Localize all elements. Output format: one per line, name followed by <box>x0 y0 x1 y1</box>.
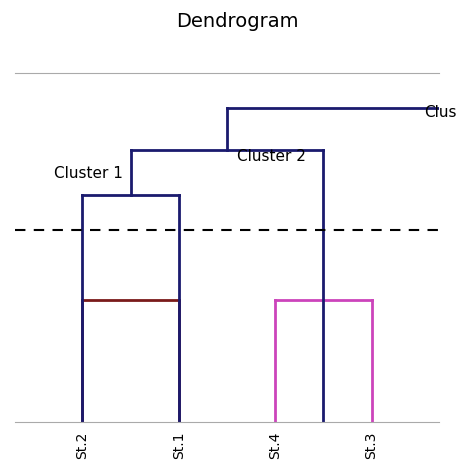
Text: Cluster 1: Cluster 1 <box>54 166 122 181</box>
Text: Clus: Clus <box>425 105 457 120</box>
Text: Cluster 2: Cluster 2 <box>237 149 306 164</box>
Text: Dendrogram: Dendrogram <box>176 12 298 31</box>
